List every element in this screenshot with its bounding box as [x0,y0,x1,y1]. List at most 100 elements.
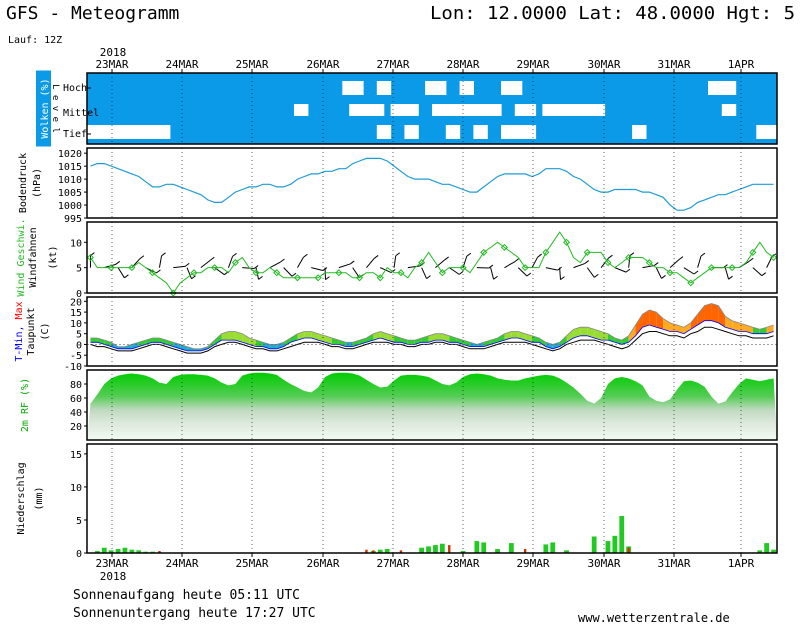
cloud-cell [480,125,488,139]
temp-band [697,305,705,326]
cloud-cell [149,125,157,139]
temp-band [325,335,332,345]
cloud-cell [459,81,468,95]
temp-band [580,327,588,336]
level-hoch-label: Hoch [63,83,87,94]
wind-ylabel: Wind Geschwi. [16,218,27,296]
cloud-cell [570,104,578,116]
rh-ylabel-group: 2m RF (%) [20,378,31,432]
wind-point [645,259,653,267]
wind-point [273,269,281,277]
cloud-cell [708,81,716,95]
precip-bar [439,543,445,553]
cloud-cell [121,125,129,139]
temp-band [635,314,643,336]
rh-tick-label: 40 [70,408,82,419]
cloud-cell [507,125,516,139]
cloud-cell [507,81,516,95]
precip-bar-strat [158,551,161,553]
precip-bar [771,549,776,553]
wind-barb-flag [560,276,565,281]
cloud-cell [452,104,461,116]
temp-band [235,331,243,343]
temp-band [594,329,602,341]
cloud-cell [425,81,433,95]
wind-barb-flag [728,275,733,280]
wind-point [376,274,384,282]
wind-point [521,264,529,272]
rh-area [87,372,777,440]
cloud-cell [356,104,364,116]
wind-barb-flag [426,275,431,280]
temp-band [573,327,581,338]
wind-barb-flag [761,272,767,277]
wind-barb [200,259,211,269]
temp-tick-label: -10 [64,362,82,373]
source-link[interactable]: www.wetterzentrale.de [578,611,730,625]
pressure-tick-label: 1000 [58,201,82,212]
temp-band [290,333,298,343]
wind-point [86,253,94,262]
temp-band [297,331,305,341]
tmax-label: Max [14,301,25,319]
temp-band [104,340,112,347]
wind-barb [669,259,680,269]
temp-band [407,340,415,345]
cloud-cell [728,81,737,95]
cloud-cell [480,104,488,116]
cloud-cell [376,125,385,139]
cloud-cell [432,81,440,95]
temp-tick-label: 10 [70,319,82,330]
wind-barb [421,267,427,279]
page-title: GFS - Meteogramm [6,3,179,24]
wind-barb [697,255,702,268]
temp-band [718,305,726,328]
wind-barb [545,267,558,271]
wind-barb [642,265,655,269]
cloud-cell [542,104,550,116]
cloud-cell [466,104,474,116]
temp-band [649,309,657,328]
cloud-cell [549,104,557,116]
tmin-label: T-Min, [14,319,25,361]
temp-band [242,333,250,345]
wind-barb-flag [124,274,129,279]
pressure-tick-label: 1015 [58,162,82,173]
wind-point [625,253,633,262]
rh-tick-label: 20 [70,422,82,433]
cloud-cell [383,125,392,139]
cloud-cell [438,81,447,95]
temp-band [221,331,229,341]
wind-point [397,269,405,277]
cloud-cell [597,104,606,116]
cloud-cell [473,125,481,139]
day-label-bottom: 28MAR [446,557,479,570]
wind-tick-label: 5 [76,264,82,275]
precip-bar-strat [399,550,403,553]
cloud-cell [473,104,481,116]
precip-bar [129,549,135,553]
wind-barb-flag [608,254,613,259]
day-label-top: 29MAR [516,58,549,71]
wind-barb-flag [493,275,498,280]
wind-point [356,274,364,282]
precip-ylabel-group: Niederschlag (mm) [16,462,45,534]
temp-band [704,303,712,321]
cloud-cell [639,125,647,139]
temp-band [504,331,512,341]
temp-band [511,331,519,338]
temp-band [621,335,629,345]
run-label: Lauf: 12Z [8,35,62,46]
temp-band [759,327,767,334]
temp-band [711,303,719,323]
day-label-bottom: 24MAR [165,557,198,570]
cloud-cell [349,104,357,116]
wind-barb-flag [458,270,464,275]
precip-bar [101,547,107,553]
temp-band [249,337,257,347]
wind-barb-flag [184,262,190,267]
cloud-cell [487,104,495,116]
temp-ylabel2: Taupunkt [26,307,37,355]
wind-barb [227,256,234,268]
